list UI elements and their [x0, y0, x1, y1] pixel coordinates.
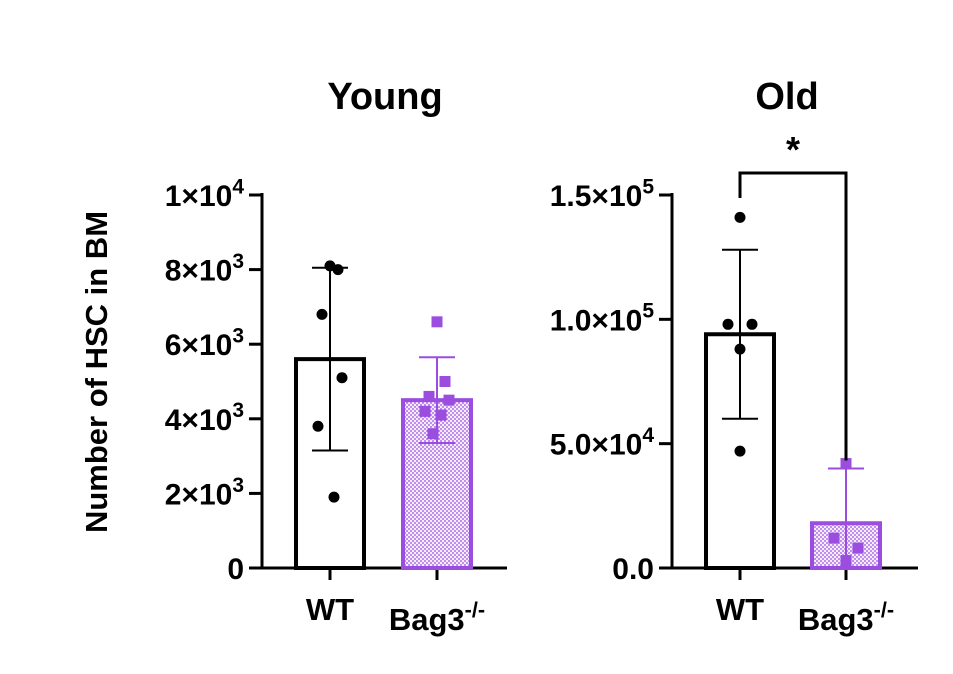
data-point-wt — [332, 264, 344, 276]
y-tick-label-exp: 5 — [642, 300, 654, 323]
data-point-bag3 — [443, 394, 455, 406]
y-tick-label-exp: 3 — [232, 399, 244, 422]
data-point-wt — [746, 318, 758, 330]
y-tick-label-base: 6×10 — [165, 329, 233, 362]
data-point-bag3 — [439, 376, 451, 387]
y-tick-label: 0 — [227, 553, 244, 586]
x-tick-label-wt: WT — [306, 592, 354, 627]
data-point-bag3 — [840, 555, 852, 567]
y-tick-label-base: 4×10 — [165, 404, 233, 437]
y-tick-label-base: 0.0 — [612, 553, 654, 586]
x-tick-label-bag3: Bag3-/- — [389, 597, 485, 637]
data-point-bag3 — [828, 532, 840, 544]
y-tick-label: 1.0×105 — [550, 300, 655, 338]
data-point-wt — [336, 372, 348, 384]
x-tick-label-wt-base: WT — [716, 592, 764, 627]
y-axis-label: Number of HSC in BM — [79, 211, 114, 533]
y-tick-label-exp: 5 — [642, 175, 654, 198]
y-tick-label: 1×104 — [165, 175, 245, 213]
y-tick-label-exp: 3 — [232, 474, 244, 497]
y-tick-label: 5.0×104 — [550, 424, 655, 462]
data-point-bag3 — [852, 542, 864, 554]
y-tick-label-base: 5.0×10 — [550, 429, 643, 462]
data-point-wt — [734, 343, 746, 355]
y-tick-label: 2×103 — [165, 474, 244, 512]
y-tick-label-base: 2×10 — [165, 478, 233, 511]
y-tick-label: 6×103 — [165, 325, 244, 363]
y-tick-label-exp: 3 — [232, 250, 244, 273]
significance-bracket — [738, 171, 848, 461]
y-tick-label-exp: 4 — [642, 424, 654, 447]
data-point-wt — [328, 491, 340, 503]
y-tick-label: 8×103 — [165, 250, 244, 288]
y-tick-label-base: 0 — [227, 553, 244, 586]
data-point-wt — [316, 308, 328, 320]
y-tick-label-exp: 3 — [232, 325, 244, 348]
panel-title: Old — [755, 76, 818, 118]
y-tick-label-base: 8×10 — [165, 255, 233, 288]
data-point-bag3 — [427, 428, 439, 440]
data-point-wt — [722, 318, 734, 330]
y-tick-label-base: 1.5×10 — [550, 180, 643, 213]
x-tick-label-wt: WT — [716, 592, 764, 627]
y-tick-label-base: 1×10 — [165, 180, 233, 213]
x-tick-label-bag3-base: Bag3 — [798, 602, 874, 637]
panel-title: Young — [327, 76, 442, 118]
y-tick-label-base: 1.0×10 — [550, 304, 643, 337]
data-point-wt — [734, 211, 746, 223]
data-point-bag3 — [840, 458, 852, 470]
x-tick-label-bag3: Bag3-/- — [798, 597, 894, 637]
data-point-bag3 — [419, 405, 431, 417]
x-tick-label-bag3-exp: -/- — [465, 597, 485, 622]
y-tick-label: 4×103 — [165, 399, 244, 437]
data-point-bag3 — [435, 409, 447, 421]
data-point-wt — [312, 420, 324, 432]
data-point-bag3 — [431, 316, 443, 328]
data-point-bag3 — [423, 390, 435, 402]
x-tick-label-bag3-base: Bag3 — [389, 602, 465, 637]
y-tick-label: 1.5×105 — [550, 175, 655, 213]
x-tick-label-bag3-exp: -/- — [874, 597, 894, 622]
y-tick-label-exp: 4 — [232, 175, 244, 198]
significance-marker: * — [786, 129, 800, 170]
data-point-wt — [734, 445, 746, 457]
x-tick-label-wt-base: WT — [306, 592, 354, 627]
y-tick-label: 0.0 — [612, 553, 654, 586]
